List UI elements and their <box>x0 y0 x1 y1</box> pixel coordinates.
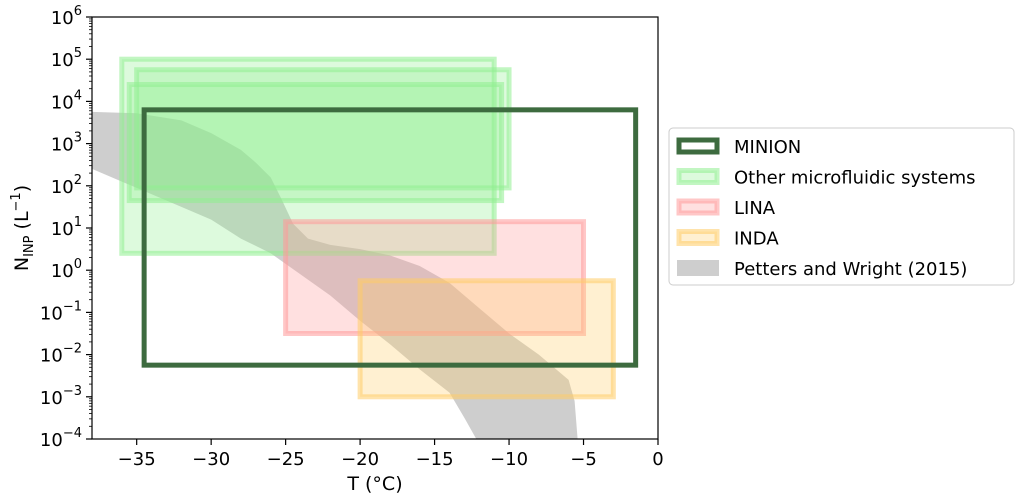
legend-label-petters-and-wright-2015: Petters and Wright (2015) <box>734 259 967 280</box>
y-axis: 10−4 10−3 10−2 10−1 100 101 102 103 104 105 106 <box>40 4 92 451</box>
y-tick-label: 103 <box>51 131 82 156</box>
legend: MINION Other microfluidic systems LINA INDA… <box>668 127 1015 286</box>
legend-swatch-minion <box>676 137 720 155</box>
x-tick-label: −25 <box>267 449 305 470</box>
plot-area <box>92 56 639 439</box>
lina-box-1 <box>283 219 587 336</box>
x-tick-label: −5 <box>570 449 597 470</box>
y-tick-label: 10−4 <box>40 426 82 451</box>
other-microfluidic-systems-box-3 <box>126 82 505 204</box>
legend-label-inda: INDA <box>734 229 779 250</box>
y-tick-label: 100 <box>51 257 82 282</box>
y-tick-label: 104 <box>51 88 82 113</box>
other-microfluidic-systems-box-2 <box>134 67 512 191</box>
x-tick-label: −30 <box>192 449 230 470</box>
x-tick-label: 0 <box>652 449 663 470</box>
y-tick-label: 10−3 <box>40 384 82 409</box>
y-tick-label: 10−2 <box>40 342 82 367</box>
inda-box-1 <box>357 278 616 400</box>
y-axis-label: NINP (L−1) <box>9 185 37 271</box>
x-tick-label: −20 <box>341 449 379 470</box>
legend-swatch-lina <box>676 198 720 216</box>
minion-box-1 <box>141 107 639 368</box>
x-tick-label: −10 <box>490 449 528 470</box>
y-tick-label: 102 <box>51 173 82 198</box>
y-tick-label: 106 <box>51 4 82 29</box>
legend-label-lina: LINA <box>734 198 776 219</box>
y-tick-label: 105 <box>51 46 82 71</box>
legend-label-minion: MINION <box>734 137 801 158</box>
y-tick-label: 10−1 <box>40 299 82 324</box>
x-tick-label: −35 <box>118 449 156 470</box>
petters-wright-band <box>92 111 578 439</box>
x-axis: −35 −30 −25 −20 −15 −10 −5 0 <box>118 439 664 470</box>
x-axis-label: T (°C) <box>346 473 402 495</box>
legend-swatch-petters-and-wright-2015 <box>677 260 719 276</box>
legend-swatch-inda <box>676 229 720 246</box>
y-tick-label: 101 <box>51 215 82 240</box>
x-tick-label: −15 <box>416 449 454 470</box>
legend-frame <box>668 127 1015 286</box>
legend-swatch-other-microfluidic-systems <box>676 168 720 185</box>
legend-label-other-microfluidic-systems: Other microfluidic systems <box>734 168 976 189</box>
